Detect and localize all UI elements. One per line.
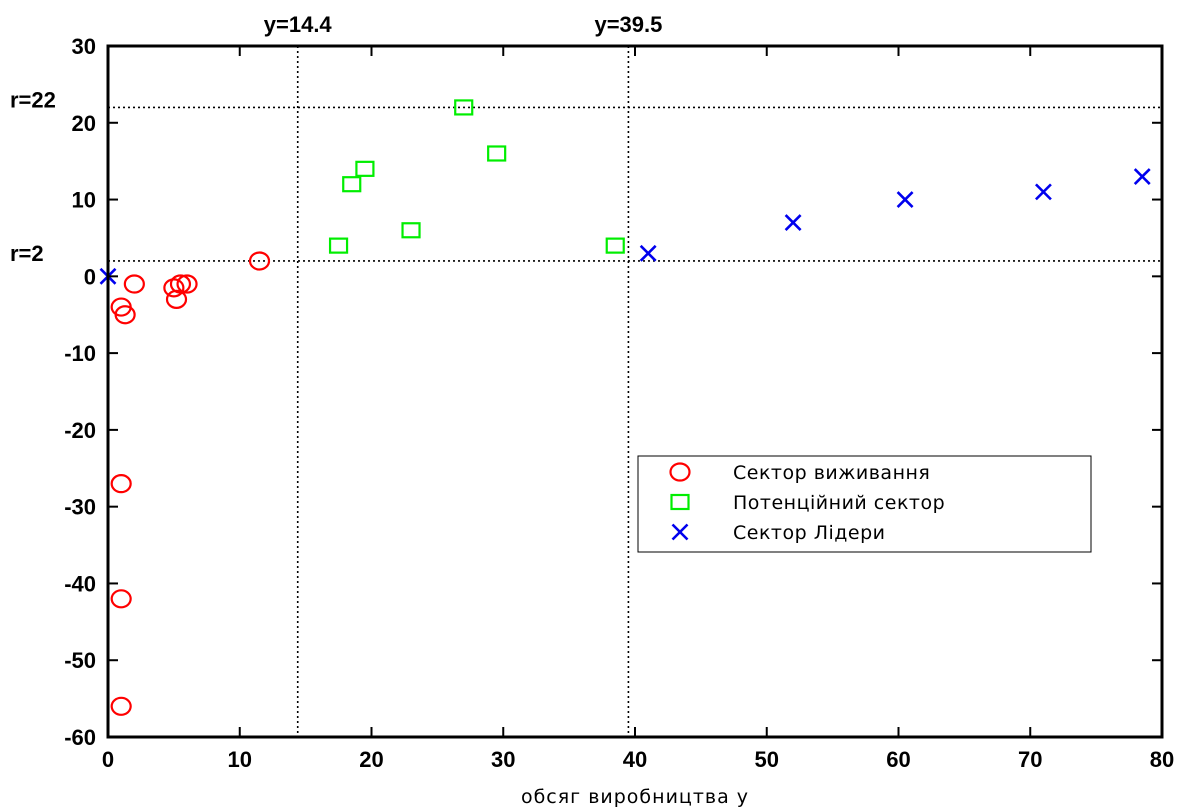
legend-box	[637, 455, 1092, 553]
series-square	[328, 99, 625, 254]
data-point	[176, 274, 198, 294]
data-point	[342, 176, 362, 193]
y-tick-label: 0	[84, 264, 96, 289]
x-marker-stroke	[896, 191, 914, 208]
data-point	[784, 214, 802, 232]
x-marker-stroke	[784, 214, 802, 232]
x-tick-label: 40	[623, 747, 647, 772]
x-tick-label: 70	[1018, 747, 1042, 772]
horizontal-reference-label: r=22	[10, 87, 56, 112]
legend-marker	[671, 523, 689, 541]
data-point	[896, 191, 914, 208]
data-point	[328, 237, 349, 254]
x-tick-label: 10	[228, 747, 252, 772]
legend-marker	[670, 493, 690, 511]
data-point	[605, 237, 625, 254]
data-point	[454, 99, 474, 116]
data-point	[487, 145, 507, 162]
data-point	[110, 474, 132, 494]
y-tick-label: -30	[64, 495, 96, 520]
legend-entry-label: Сектор Лідери	[733, 522, 886, 544]
data-point	[123, 274, 145, 294]
y-tick-label: -10	[64, 341, 96, 366]
reference-labels: y=14.4 y=39.5 r=2 r=22	[10, 12, 662, 266]
legend-marker	[669, 462, 691, 482]
x-tick-label: 80	[1150, 747, 1174, 772]
vertical-reference-label: y=14.4	[264, 12, 333, 37]
data-point	[401, 222, 421, 239]
y-tick-label: -40	[64, 571, 96, 596]
x-tick-label: 20	[359, 747, 383, 772]
horizontal-reference-label: r=2	[10, 241, 44, 266]
x-tick-label: 0	[102, 747, 114, 772]
x-tick-label: 60	[886, 747, 910, 772]
legend: Сектор виживання Потенційний сектор Сектор…	[637, 455, 1092, 553]
x-axis-label: обсяг виробництва у	[521, 786, 749, 808]
data-point	[114, 305, 136, 325]
x-marker-stroke	[1133, 168, 1151, 185]
axis-ticks: 0 10 20 30 40 50 60 70 80 30 20 10 0 -10 -20 -30 -40 -50 -…	[64, 34, 1174, 772]
y-tick-label: 10	[72, 188, 96, 213]
x-tick-label: 50	[755, 747, 779, 772]
data-point	[639, 244, 657, 262]
reference-lines	[108, 46, 1162, 737]
legend-entry-label: Потенційний сектор	[733, 492, 945, 514]
y-tick-label: -20	[64, 418, 96, 443]
y-tick-label: -50	[64, 648, 96, 673]
data-point	[110, 589, 132, 609]
data-point	[1133, 168, 1151, 185]
data-point	[1035, 183, 1052, 201]
legend-entry-label: Сектор виживання	[733, 462, 930, 484]
data-point	[110, 696, 132, 716]
y-tick-label: 20	[72, 111, 96, 136]
y-tick-label: 30	[72, 34, 96, 59]
x-marker-stroke	[639, 244, 657, 262]
x-marker-stroke	[671, 523, 689, 541]
vertical-reference-label: y=39.5	[594, 12, 662, 37]
data-point	[169, 274, 192, 294]
data-point	[355, 160, 375, 177]
data-point	[248, 251, 271, 271]
y-tick-label: -60	[64, 725, 96, 750]
series-circle	[110, 251, 271, 716]
x-marker-stroke	[1035, 183, 1052, 201]
x-tick-label: 30	[491, 747, 515, 772]
